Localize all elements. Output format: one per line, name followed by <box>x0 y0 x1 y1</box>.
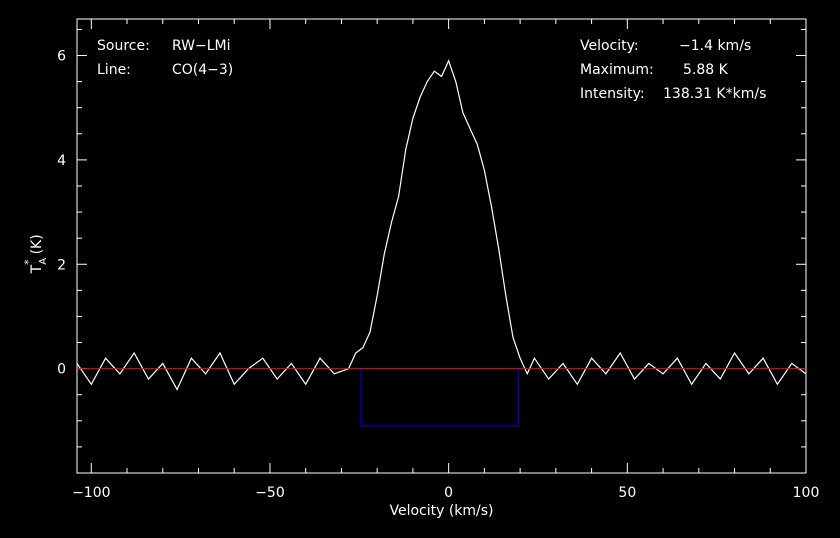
line-key: Line: <box>97 62 131 78</box>
y-tick-label: 6 <box>57 49 66 65</box>
y-axis-label-sup: * <box>22 259 35 265</box>
x-tick-label: −100 <box>72 485 110 501</box>
spectrum-line <box>76 59 807 391</box>
fit-results: Velocity: −1.4 km/s Maximum: 5.88 K Inte… <box>580 38 766 102</box>
y-axis-label-sub: A <box>38 258 49 265</box>
maximum-value: 5.88 K <box>683 62 729 78</box>
intensity-key: Intensity: <box>580 86 645 102</box>
x-tick-label: 50 <box>618 485 636 501</box>
y-axis-label-unit: (K) <box>29 234 45 254</box>
x-tick-label: 0 <box>444 485 453 501</box>
source-value: RW−LMi <box>172 38 231 54</box>
x-tick-label: −50 <box>255 485 285 501</box>
x-tick-label: 100 <box>793 485 820 501</box>
y-tick-label: 2 <box>57 257 66 273</box>
y-axis-label-main: T <box>29 264 45 274</box>
velocity-key: Velocity: <box>580 38 639 54</box>
plot-frame <box>76 18 807 474</box>
maximum-key: Maximum: <box>580 62 654 78</box>
source-key: Source: <box>97 38 150 54</box>
integration-window <box>360 368 519 427</box>
y-ticks: 0 2 4 6 <box>57 28 806 448</box>
chart-marks <box>76 59 807 427</box>
intensity-value: 138.31 K*km/s <box>663 86 766 102</box>
source-info: Source: RW−LMi Line: CO(4−3) <box>97 38 233 78</box>
y-tick-label: 0 <box>57 362 66 378</box>
x-axis-label: Velocity (km/s) <box>389 503 493 519</box>
y-tick-label: 4 <box>57 153 66 169</box>
velocity-value: −1.4 km/s <box>679 38 751 54</box>
y-axis-label: TA* (K) <box>22 234 49 274</box>
x-ticks: −100 −50 0 50 100 <box>72 19 819 501</box>
line-value: CO(4−3) <box>172 62 233 78</box>
